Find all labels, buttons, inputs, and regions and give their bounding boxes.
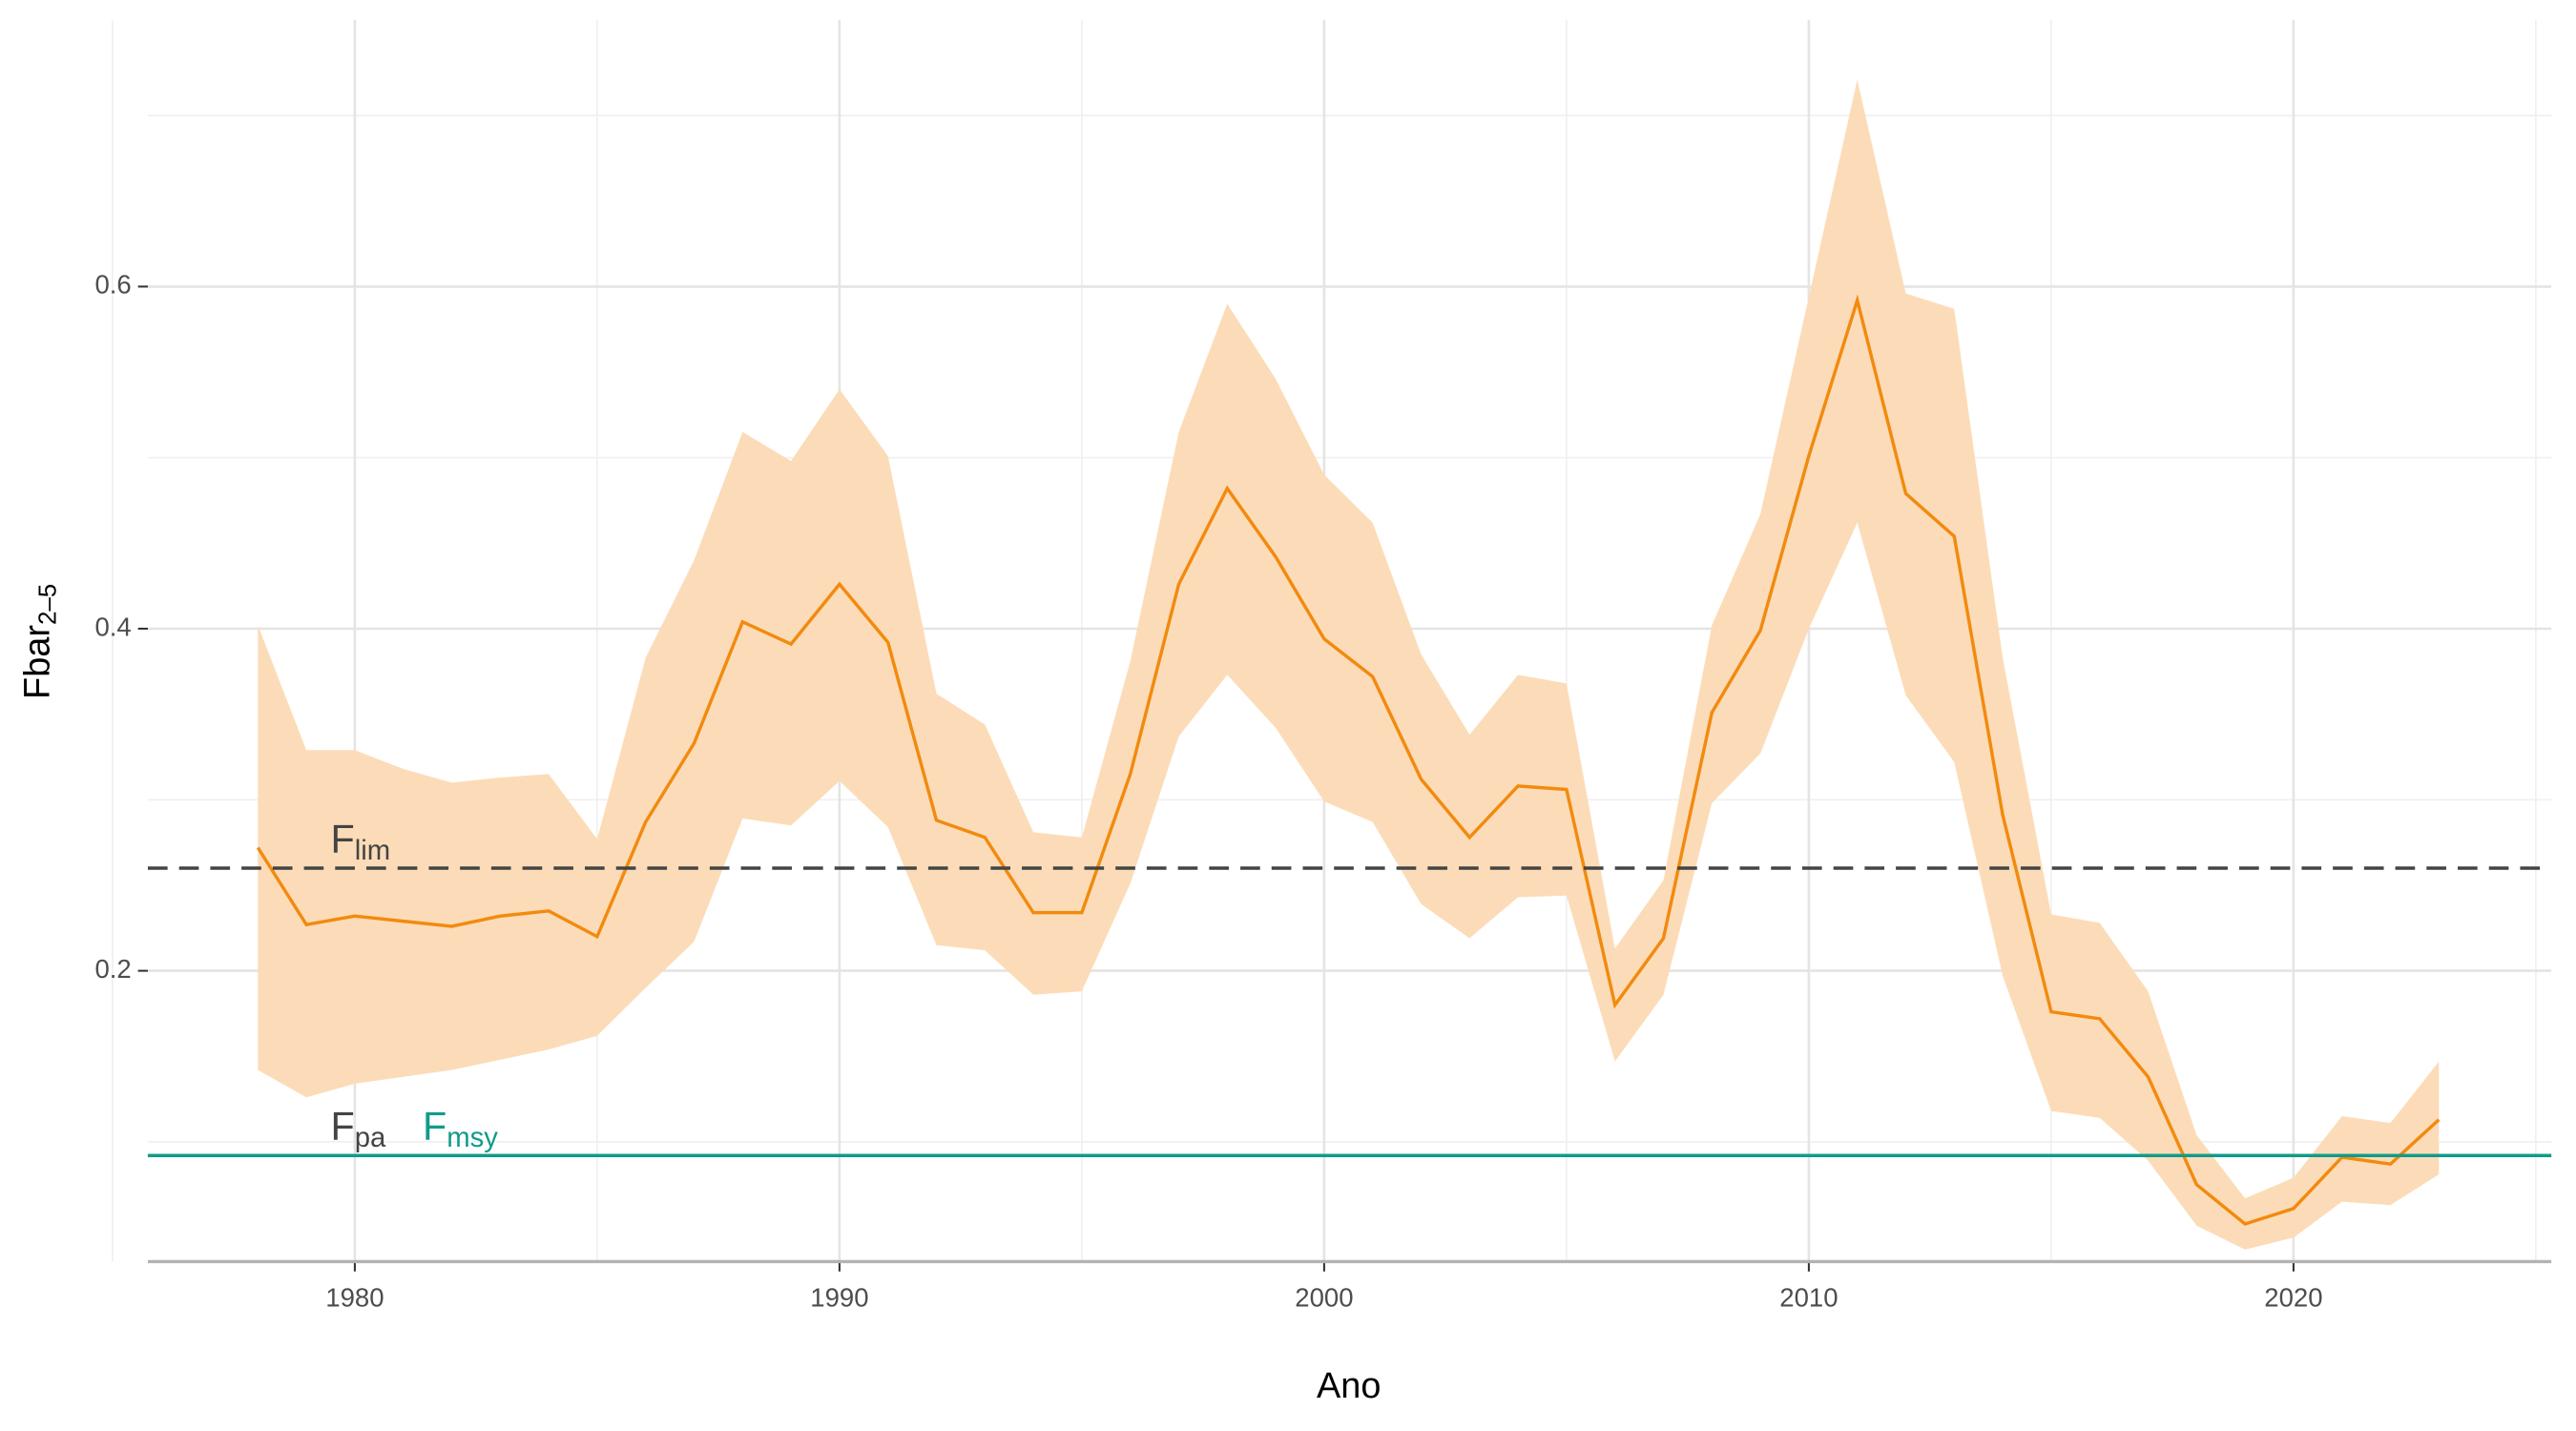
reference-label: Fpa: [330, 1105, 386, 1153]
reference-label-sub: pa: [355, 1122, 386, 1153]
x-tick-label: 2020: [2264, 1282, 2322, 1312]
reference-label-symbol: F: [330, 817, 354, 861]
x-tick-label: 2010: [1779, 1282, 1838, 1312]
reference-label-symbol: F: [330, 1105, 354, 1149]
x-tick-label: 2000: [1295, 1282, 1353, 1312]
y-axis-title: Fbar2–5: [17, 584, 61, 699]
reference-label-symbol: F: [423, 1105, 447, 1149]
reference-label: Fmsy: [423, 1105, 498, 1153]
series-line: [256, 294, 2441, 1226]
y-axis-title-sub: 2–5: [34, 584, 61, 625]
y-tick-label: 0.2: [94, 954, 131, 984]
reference-label-sub: msy: [447, 1122, 498, 1153]
reference-label-sub: lim: [355, 835, 390, 866]
x-tick-label: 1990: [810, 1282, 868, 1312]
y-tick-label: 0.4: [94, 612, 131, 641]
confidence-band: [258, 79, 2440, 1250]
x-axis-title: Ano: [1317, 1366, 1381, 1406]
reference-label: Flim: [330, 817, 390, 865]
x-tick-label: 1980: [325, 1282, 384, 1312]
y-tick-label: 0.6: [94, 270, 131, 300]
y-axis-title-main: Fbar: [17, 625, 57, 699]
